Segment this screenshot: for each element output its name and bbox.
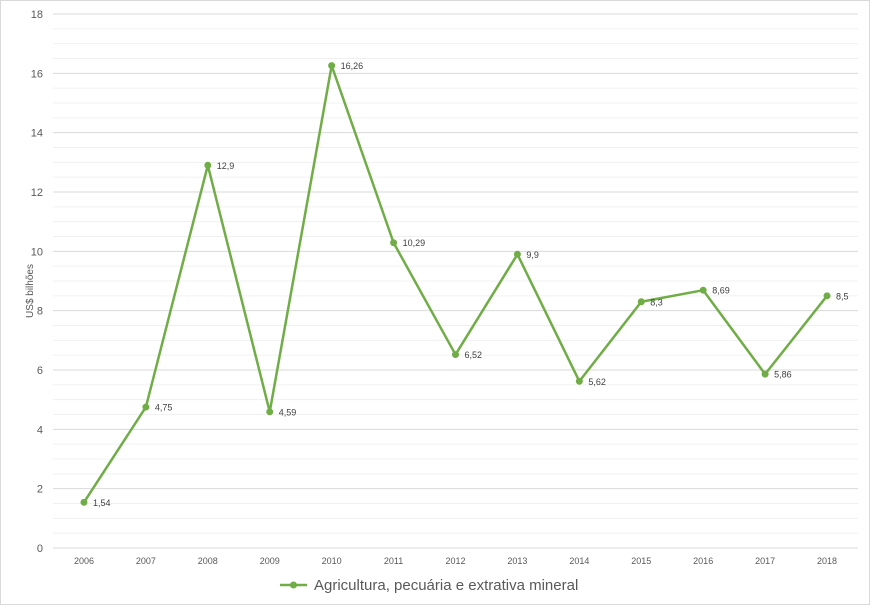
data-point — [761, 370, 769, 378]
y-axis-ticks: 0 2 4 6 8 10 12 14 16 18 — [31, 9, 43, 555]
data-label: 10,29 — [403, 238, 426, 248]
x-tick-label: 2006 — [74, 556, 94, 566]
data-point — [452, 351, 459, 359]
data-label: 6,52 — [465, 350, 483, 360]
x-axis-ticks: 2006 2007 2008 2009 2010 2011 2012 2013 2014 2015… — [74, 556, 837, 566]
y-tick-label: 16 — [31, 68, 43, 80]
data-point — [328, 62, 336, 70]
data-label: 5,62 — [588, 377, 606, 387]
data-point — [513, 250, 521, 258]
data-point — [80, 498, 88, 506]
y-axis-label: US$ bilhões — [25, 264, 36, 318]
data-label: 9,9 — [526, 250, 539, 260]
data-label: 4,75 — [155, 403, 173, 413]
data-label: 4,59 — [279, 407, 297, 417]
x-tick-label: 2013 — [507, 556, 527, 566]
x-tick-label: 2015 — [631, 556, 651, 566]
x-tick-label: 2010 — [322, 556, 342, 566]
y-tick-label: 18 — [31, 9, 43, 21]
data-point — [699, 286, 707, 294]
legend: Agricultura, pecuária e extrativa minera… — [280, 577, 578, 594]
data-label: 8,5 — [836, 291, 849, 301]
y-tick-label: 14 — [31, 128, 43, 140]
y-tick-label: 10 — [31, 246, 43, 258]
data-point — [575, 377, 583, 385]
series-line — [82, 64, 829, 503]
x-tick-label: 2009 — [260, 556, 280, 566]
data-label: 8,69 — [712, 286, 730, 296]
legend-marker — [290, 581, 297, 589]
x-tick-label: 2016 — [693, 556, 713, 566]
data-point — [266, 408, 274, 416]
y-tick-label: 4 — [37, 424, 43, 436]
data-point — [823, 292, 831, 300]
y-tick-label: 6 — [37, 365, 43, 377]
legend-label: Agricultura, pecuária e extrativa minera… — [314, 577, 578, 594]
data-label: 12,9 — [217, 161, 235, 171]
x-tick-label: 2012 — [445, 556, 465, 566]
x-tick-label: 2018 — [817, 556, 837, 566]
y-tick-label: 0 — [37, 543, 43, 555]
data-label: 16,26 — [341, 61, 364, 71]
y-tick-label: 8 — [37, 306, 43, 318]
gridlines — [53, 13, 858, 534]
data-label: 8,3 — [650, 297, 663, 307]
data-label: 1,54 — [93, 498, 111, 508]
x-tick-label: 2017 — [755, 556, 775, 566]
y-tick-label: 2 — [37, 484, 43, 496]
x-tick-label: 2014 — [569, 556, 589, 566]
data-label: 5,86 — [774, 370, 792, 380]
x-tick-label: 2011 — [384, 556, 403, 566]
data-point — [142, 403, 150, 411]
y-tick-label: 12 — [31, 187, 43, 199]
x-tick-label: 2007 — [136, 556, 156, 566]
data-point — [637, 298, 645, 306]
x-tick-label: 2008 — [198, 556, 218, 566]
data-point — [390, 239, 398, 247]
data-point — [204, 161, 212, 169]
series-group: 1,54 4,75 12,9 4,59 16,26 10,29 6,52 9,9 5,62 8,3… — [80, 61, 849, 508]
